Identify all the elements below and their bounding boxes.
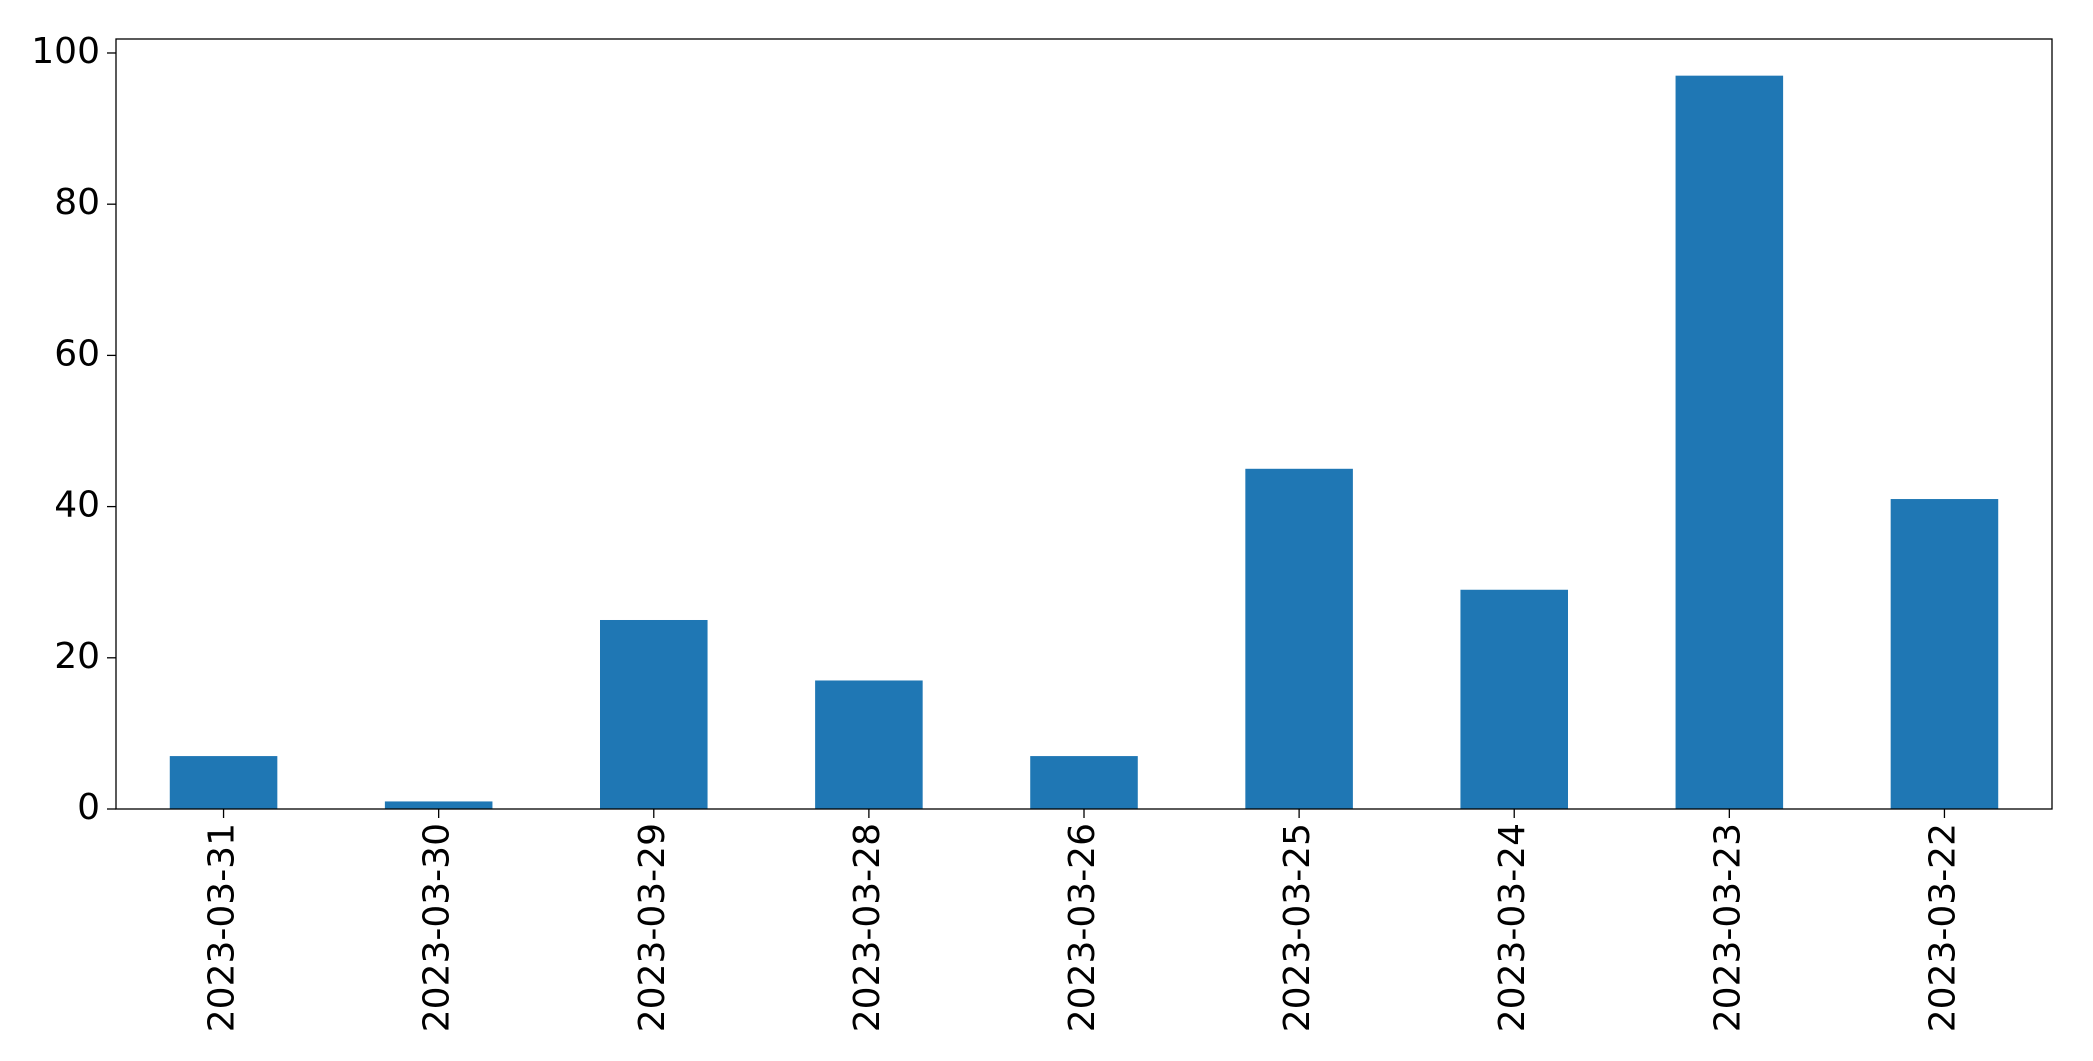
y-tick-label: 80	[54, 182, 100, 223]
bar	[1030, 756, 1138, 809]
bar	[384, 801, 493, 809]
x-tick-label: 2023-03-22	[1922, 823, 1963, 1032]
y-tick-label: 100	[31, 31, 100, 72]
bar	[815, 680, 923, 809]
y-tick-label: 0	[77, 787, 100, 828]
x-tick-label: 2023-03-30	[417, 823, 458, 1032]
bar	[1245, 468, 1353, 809]
y-tick-label: 60	[54, 333, 100, 374]
x-tick-label: 2023-03-31	[202, 823, 243, 1032]
bar	[1675, 75, 1784, 809]
y-tick-label: 40	[54, 485, 100, 526]
x-tick-label: 2023-03-29	[632, 823, 673, 1032]
bar	[1460, 589, 1568, 809]
y-tick-label: 20	[54, 636, 100, 677]
x-tick-label: 2023-03-28	[847, 823, 888, 1032]
x-tick-label: 2023-03-24	[1492, 823, 1533, 1032]
x-tick-label: 2023-03-25	[1277, 823, 1318, 1032]
bar	[1890, 499, 1999, 809]
bar	[600, 619, 708, 809]
x-tick-label: 2023-03-23	[1707, 823, 1748, 1032]
x-tick-label: 2023-03-26	[1062, 823, 1103, 1032]
plot-frame	[115, 38, 2053, 810]
bar	[169, 756, 278, 809]
